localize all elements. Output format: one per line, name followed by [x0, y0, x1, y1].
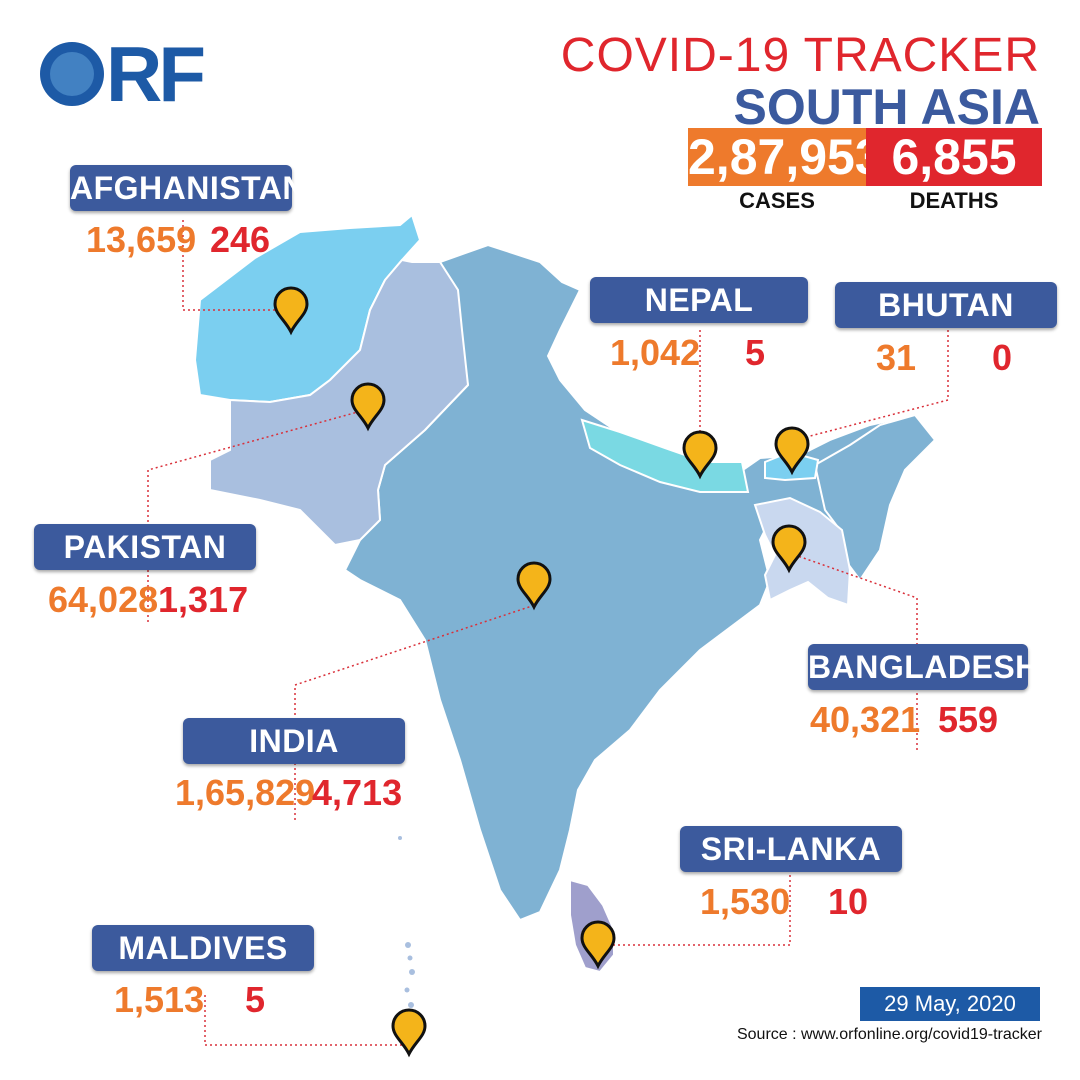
- tree-logo-icon: [40, 42, 104, 106]
- date-badge: 29 May, 2020: [860, 987, 1040, 1021]
- bhutan-connector: [794, 330, 949, 441]
- source-text: Source : www.orfonline.org/covid19-track…: [736, 1026, 1042, 1043]
- pakistan-deaths: 1,317: [158, 579, 249, 620]
- pakistan-pin-icon: [350, 382, 386, 432]
- maldives-deaths: 5: [245, 979, 266, 1020]
- total-cases: 2,87,953: [688, 128, 883, 186]
- afghanistan-cases: 13,659: [86, 219, 197, 260]
- maldives-pin-icon: [391, 1008, 427, 1058]
- total-deaths-label: DEATHS: [909, 188, 999, 213]
- srilanka-label: SRI-LANKA: [680, 826, 902, 872]
- india-deaths: 4,713: [312, 772, 403, 813]
- region-title: SOUTH ASIA: [733, 79, 1041, 135]
- nepal-cases: 1,042: [610, 332, 701, 373]
- pakistan-cases: 64,028: [48, 579, 159, 620]
- map-pins: [273, 286, 810, 1058]
- maldives-connector: [204, 995, 410, 1046]
- total-cases-label: CASES: [739, 188, 815, 213]
- india-connector: [294, 604, 536, 820]
- pakistan-label: PAKISTAN: [34, 524, 256, 570]
- afghanistan-pin-icon: [273, 286, 309, 336]
- india-pin-icon: [516, 561, 552, 611]
- pakistan-region: [209, 258, 470, 547]
- tracker-title: COVID-19 TRACKER: [560, 29, 1040, 82]
- logo-text: RF: [106, 30, 206, 118]
- nepal-deaths: 5: [745, 332, 766, 373]
- srilanka-deaths: 10: [828, 881, 869, 922]
- bangladesh-pin-icon: [771, 524, 807, 574]
- srilanka-cases: 1,530: [700, 881, 791, 922]
- bhutan-label: BHUTAN: [835, 282, 1057, 328]
- orf-logo: RF: [40, 30, 206, 118]
- maldives-label: MALDIVES: [92, 925, 314, 971]
- afghanistan-deaths: 246: [210, 219, 271, 260]
- bhutan-cases: 31: [876, 337, 917, 378]
- bhutan-deaths: 0: [992, 337, 1013, 378]
- nepal-region: [580, 418, 750, 493]
- afghanistan-connector: [182, 220, 290, 311]
- bhutan-pin-icon: [774, 426, 810, 476]
- india-label: INDIA: [183, 718, 405, 764]
- pakistan-connector: [147, 409, 366, 622]
- nepal-pin-icon: [682, 430, 718, 480]
- bangladesh-label: BANGLADESH: [808, 644, 1038, 690]
- afghanistan-label: AFGHANISTAN: [70, 165, 306, 211]
- srilanka-pin-icon: [580, 920, 616, 970]
- bangladesh-connector: [794, 554, 918, 750]
- maldives-cases: 1,513: [114, 979, 205, 1020]
- india-cases: 1,65,829: [175, 772, 316, 813]
- bangladesh-cases: 40,321: [810, 699, 921, 740]
- connector-lines: [147, 220, 949, 1046]
- nepal-label: NEPAL: [590, 277, 808, 323]
- bangladesh-deaths: 559: [938, 699, 999, 740]
- maldives-islands: [398, 836, 417, 1021]
- total-deaths: 6,855: [866, 128, 1042, 186]
- srilanka-connector: [600, 870, 791, 946]
